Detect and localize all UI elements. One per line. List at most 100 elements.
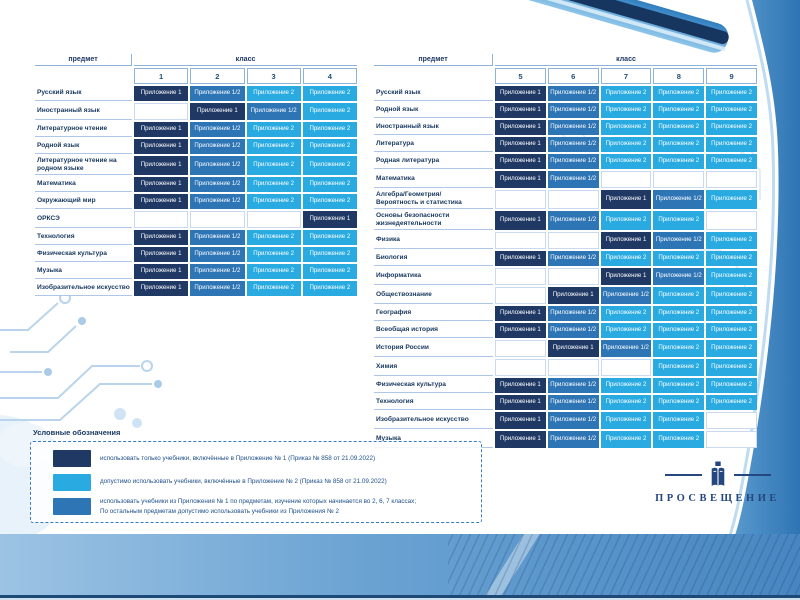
appendix-cell: Приложение 2 [600, 394, 652, 410]
appendix-cell: Приложение 1/2 [190, 156, 245, 175]
subject-label: Литературное чтение [35, 122, 132, 137]
subject-label: Литературное чтение на родном языке [35, 156, 132, 175]
subject-label: Родной язык [374, 103, 493, 118]
appendix-cell: Приложение 1 [547, 286, 599, 304]
subject-label: Физика [374, 231, 493, 249]
appendix-cell: Приложение 2 [302, 122, 357, 137]
appendix-cell: Приложение 2 [302, 103, 357, 120]
appendix-cell: Приложение 1/2 [190, 280, 245, 296]
subject-label: Обществознание [374, 286, 493, 304]
appendix-cell: Приложение 1 [134, 193, 189, 209]
appendix-cell: Приложение 1 [495, 86, 546, 101]
appendix-cell: Приложение 2 [653, 250, 705, 266]
appendix-cell: Приложение 2 [706, 267, 757, 285]
legend-text: допустимо использовать учебники, включён… [100, 478, 387, 486]
appendix-cell: Приложение 2 [600, 377, 652, 393]
appendix-cell: Приложение 1 [134, 263, 189, 279]
appendix-cell: Приложение 1 [134, 156, 189, 175]
appendix-cell: Приложение 1/2 [547, 430, 599, 448]
appendix-cell: Приложение 2 [706, 190, 757, 209]
appendix-cell: Приложение 2 [706, 86, 757, 101]
appendix-cell: Приложение 2 [246, 193, 301, 209]
appendix-cell: Приложение 2 [246, 156, 301, 175]
appendix-cell: Приложение 1 [495, 377, 546, 393]
subject-label: Иностранный язык [374, 120, 493, 135]
logo-rule-right [733, 474, 771, 476]
empty-cell [706, 411, 757, 429]
column-header-subject: предмет [374, 54, 493, 66]
subject-label: Технология [374, 394, 493, 410]
appendix-cell: Приложение 1 [495, 210, 546, 230]
appendix-cell: Приложение 1 [600, 267, 652, 285]
corner-cell [35, 68, 132, 84]
appendix-cell: Приложение 1/2 [547, 103, 599, 118]
appendix-cell: Приложение 1 [600, 190, 652, 209]
appendix-cell: Приложение 1 [495, 154, 546, 169]
subject-label: Технология [35, 229, 132, 245]
subject-label: Физическая культура [374, 377, 493, 393]
appendix-cell: Приложение 2 [600, 86, 652, 101]
bottom-edge-line [0, 595, 800, 598]
legend-item: допустимо использовать учебники, включён… [53, 473, 471, 491]
appendix-cell: Приложение 2 [653, 377, 705, 393]
appendix-cell: Приложение 2 [706, 231, 757, 249]
appendix-cell: Приложение 1 [547, 339, 599, 357]
appendix-cell: Приложение 1/2 [547, 394, 599, 410]
logo-ornament [640, 460, 795, 490]
empty-cell [495, 286, 546, 304]
subject-label: Информатика [374, 267, 493, 285]
corner-cell [374, 68, 493, 84]
appendix-cell: Приложение 2 [653, 339, 705, 357]
bottom-wave-decoration [0, 534, 800, 597]
appendix-cell: Приложение 2 [600, 154, 652, 169]
empty-cell [547, 190, 599, 209]
empty-cell [495, 339, 546, 357]
legend-item: использовать учебники из Приложения № 1 … [53, 497, 471, 516]
appendix-cell: Приложение 1 [134, 122, 189, 137]
appendix-cell: Приложение 1 [495, 411, 546, 429]
appendix-cell: Приложение 1/2 [600, 339, 652, 357]
appendix-cell: Приложение 1/2 [547, 250, 599, 266]
subject-label: ОРКСЭ [35, 210, 132, 228]
appendix-cell: Приложение 2 [246, 263, 301, 279]
appendix-cell: Приложение 2 [653, 394, 705, 410]
empty-cell [547, 231, 599, 249]
class-number-header: 7 [600, 68, 652, 84]
appendix-cell: Приложение 1/2 [190, 139, 245, 154]
appendix-cell: Приложение 2 [302, 246, 357, 262]
subject-label: Родной язык [35, 139, 132, 154]
appendix-cell: Приложение 1/2 [547, 171, 599, 188]
appendix-cell: Приложение 2 [706, 250, 757, 266]
legend-swatch [53, 498, 91, 516]
appendix-cell: Приложение 1/2 [547, 322, 599, 338]
appendix-cell: Приложение 2 [302, 139, 357, 154]
subject-label: Основы безопасности жизнедеятельности [374, 210, 493, 230]
appendix-cell: Приложение 2 [246, 176, 301, 192]
empty-cell [495, 231, 546, 249]
legend-swatch [53, 450, 91, 467]
appendix-cell: Приложение 2 [653, 322, 705, 338]
class-number-header: 5 [495, 68, 546, 84]
appendix-cell: Приложение 2 [653, 120, 705, 135]
appendix-cell: Приложение 1 [495, 250, 546, 266]
legend-title: Условные обозначения [33, 428, 121, 437]
appendix-cell: Приложение 2 [302, 193, 357, 209]
column-header-subject: предмет [35, 54, 132, 66]
subject-label: История России [374, 339, 493, 357]
appendix-cell: Приложение 1/2 [190, 122, 245, 137]
empty-cell [547, 358, 599, 376]
primary-grades-table: предмет класс 1 2 3 4 Русский язык Приложение 1… [33, 52, 359, 298]
appendix-cell: Приложение 2 [600, 411, 652, 429]
appendix-cell: Приложение 1/2 [547, 305, 599, 321]
appendix-cell: Приложение 2 [600, 322, 652, 338]
appendix-cell: Приложение 2 [706, 377, 757, 393]
appendix-cell: Приложение 2 [302, 280, 357, 296]
empty-cell [495, 267, 546, 285]
appendix-cell: Приложение 2 [706, 322, 757, 338]
empty-cell [547, 267, 599, 285]
appendix-cell: Приложение 1 [134, 229, 189, 245]
empty-cell [495, 190, 546, 209]
subject-label: Химия [374, 358, 493, 376]
appendix-cell: Приложение 1/2 [653, 267, 705, 285]
appendix-cell: Приложение 1 [134, 176, 189, 192]
